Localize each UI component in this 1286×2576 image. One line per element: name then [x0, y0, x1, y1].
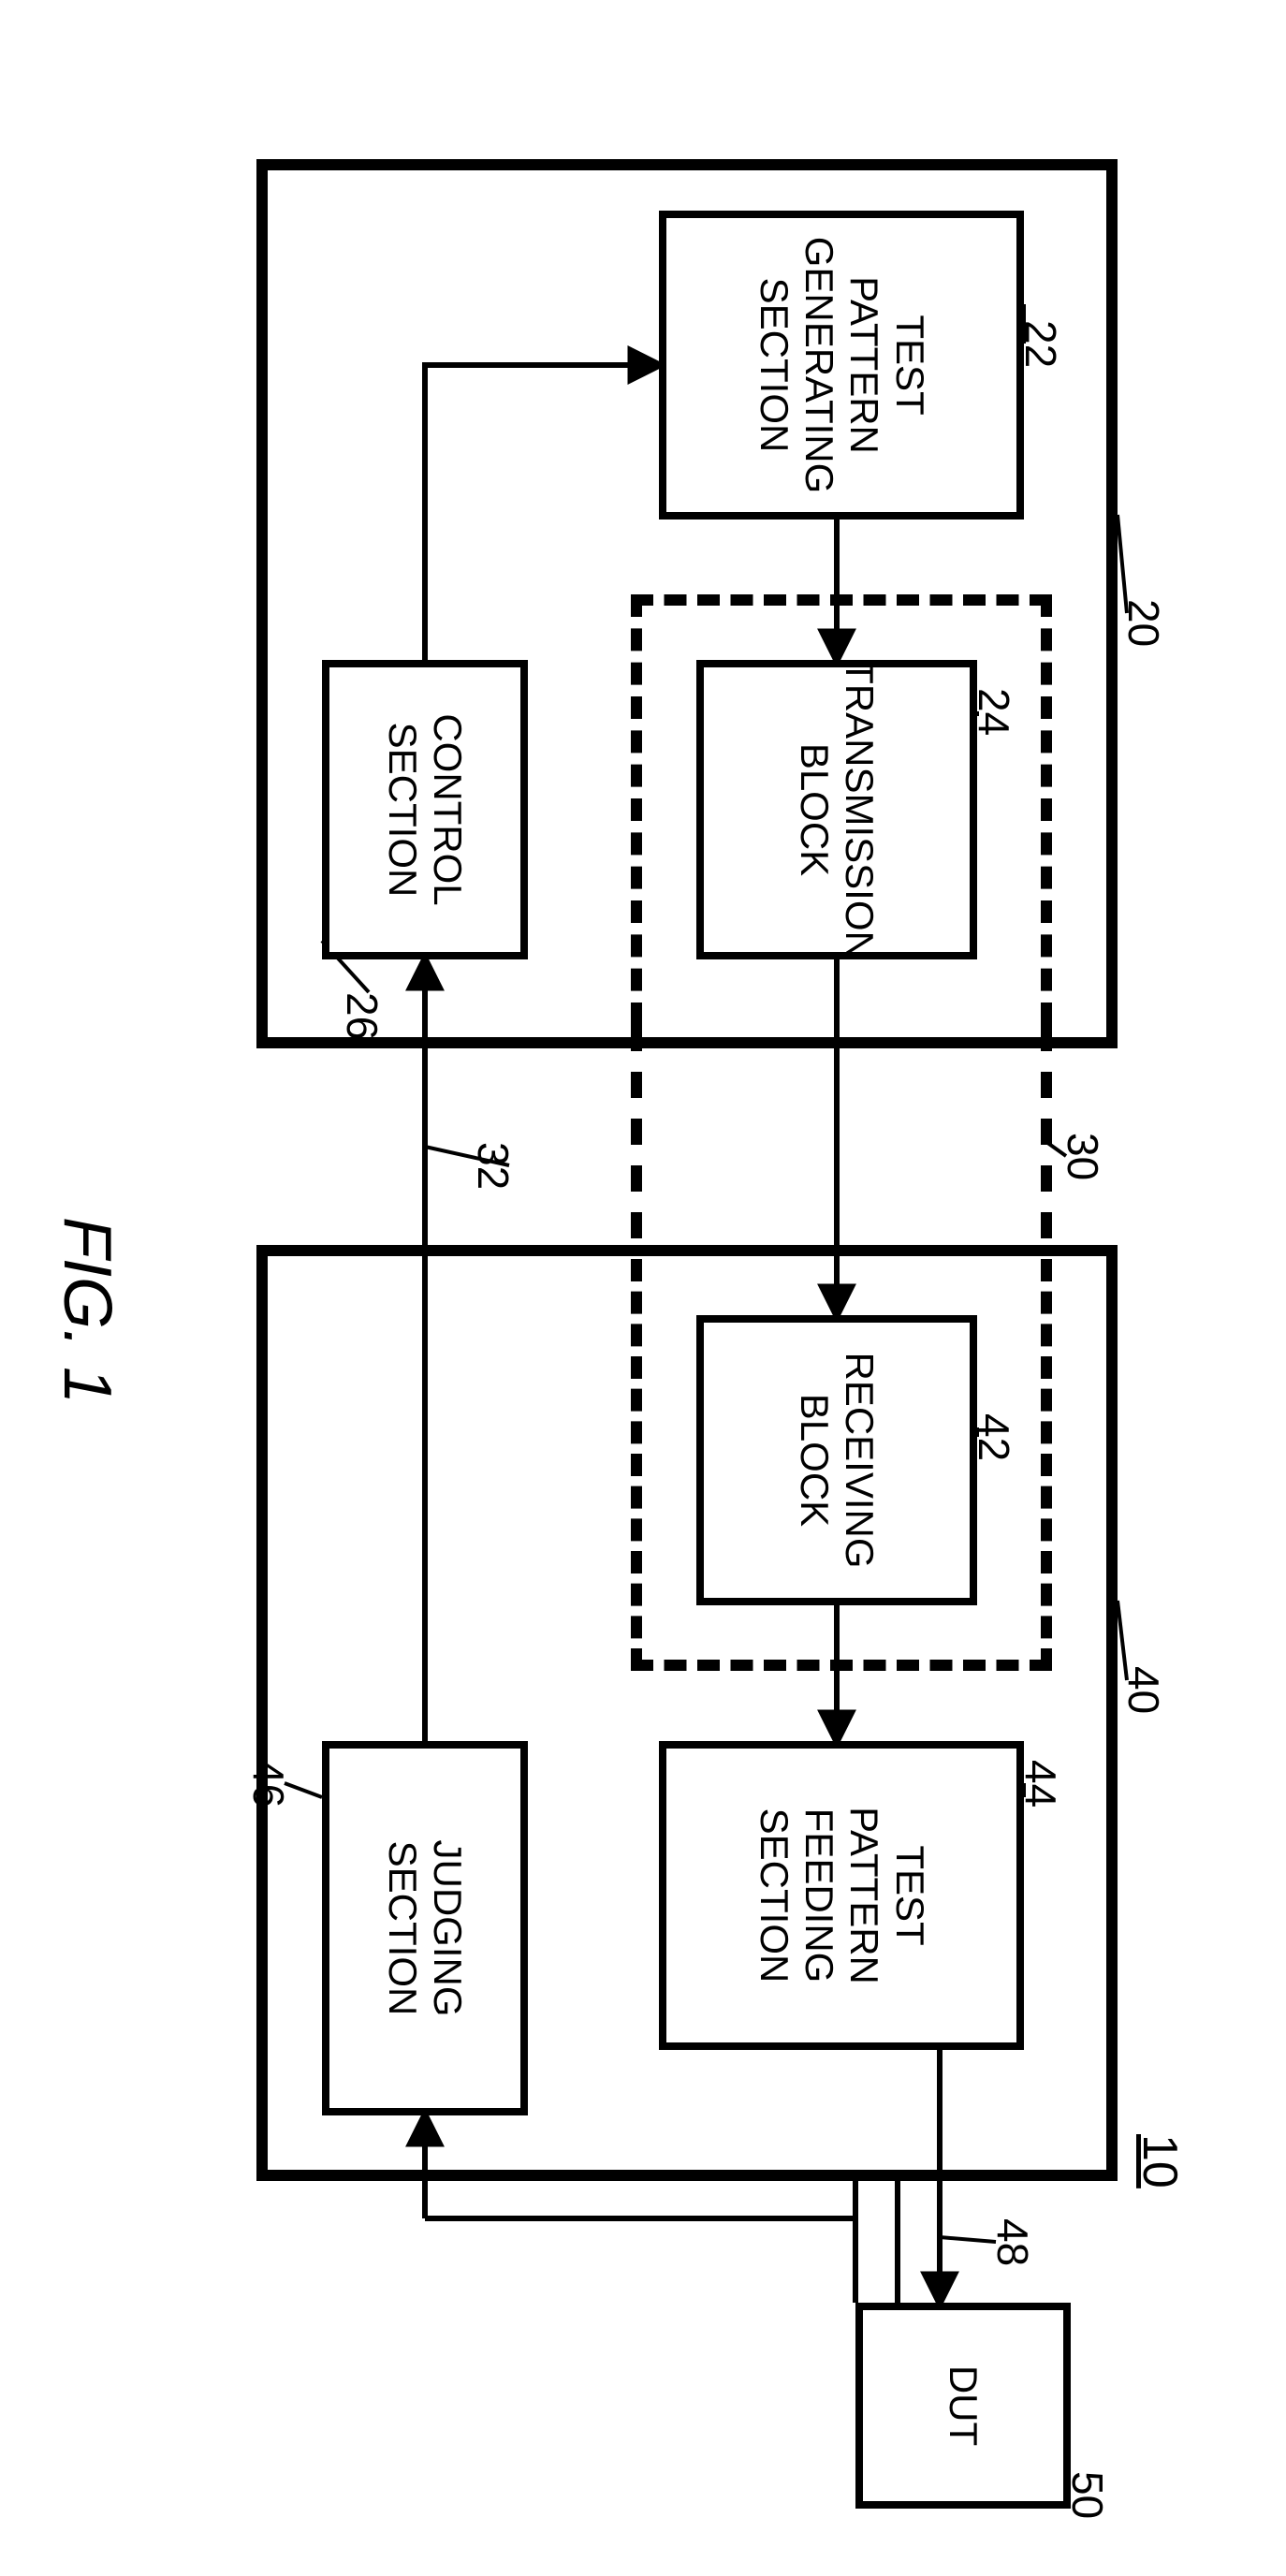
dut-block: DUT	[855, 2303, 1071, 2509]
jdg-id: 46	[243, 1760, 294, 1808]
dut-id: 50	[1062, 2471, 1113, 2519]
ctrl-label: CONTROL SECTION	[380, 713, 471, 905]
jdg-label: JUDGING SECTION	[380, 1840, 471, 2017]
ctrl-id: 26	[337, 992, 387, 1040]
test-pattern-feeding-section: TEST PATTERN FEEDING SECTION	[659, 1741, 1024, 2050]
judging-section: JUDGING SECTION	[322, 1741, 528, 2115]
dashed-group-right	[631, 1259, 1052, 1671]
test-pattern-generating-section: TEST PATTERN GENERATING SECTION	[659, 211, 1024, 520]
link-30-id: 30	[1058, 1133, 1108, 1180]
container-40-id: 40	[1118, 1666, 1169, 1714]
control-section: CONTROL SECTION	[322, 660, 528, 959]
dashed-group-left	[631, 594, 1052, 1025]
tpf-label: TEST PATTERN FEEDING SECTION	[751, 1807, 931, 1984]
tpg-id: 22	[1016, 320, 1066, 368]
tpg-label: TEST PATTERN GENERATING SECTION	[751, 237, 931, 494]
container-20-id: 20	[1118, 599, 1169, 647]
tpf-id: 44	[1016, 1760, 1066, 1808]
system-id-10: 10	[1132, 2134, 1188, 2188]
figure-caption: FIG. 1	[49, 1217, 125, 1404]
dut-label: DUT	[941, 2365, 986, 2446]
bus-48-id: 48	[987, 2218, 1038, 2266]
link-32-id: 32	[468, 1142, 519, 1190]
